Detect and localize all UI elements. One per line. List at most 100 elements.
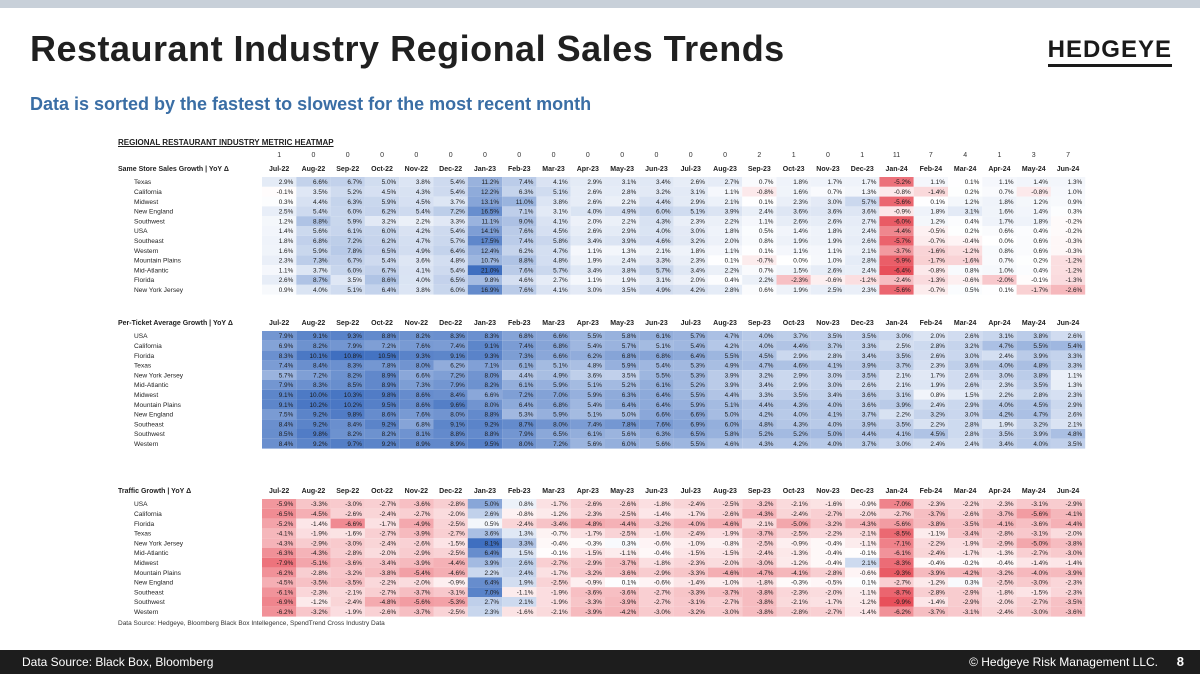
region-label: Midwest (134, 199, 158, 206)
cell-value: 2.8% (725, 287, 740, 294)
cell-value: 2.8% (1033, 392, 1048, 399)
heatmap-cell (262, 409, 297, 420)
cell-value: 8.4% (450, 392, 465, 399)
heatmap-cell (742, 370, 777, 380)
cell-value: 3.4% (587, 238, 602, 245)
heatmap-cell (1016, 577, 1051, 588)
heatmap-cell (673, 508, 708, 519)
cell-value: 5.6% (622, 431, 637, 438)
cell-value: -3.9% (414, 560, 431, 567)
heatmap-cell (879, 340, 914, 351)
cell-value: -1.3% (791, 550, 808, 557)
cell-value: 4.8% (450, 258, 465, 265)
heatmap-cell (948, 597, 983, 607)
heatmap-cell (845, 331, 880, 341)
heatmap-cell (982, 216, 1017, 226)
month-header: May-24 (1022, 320, 1046, 327)
heatmap-cell (364, 557, 400, 568)
cell-value: 4.1% (553, 179, 568, 186)
cell-value: -2.0% (414, 580, 431, 587)
cell-value: 4.1% (553, 218, 568, 225)
heatmap-cell (502, 557, 537, 568)
cell-value: 3.4% (999, 441, 1014, 448)
heatmap-cell (536, 265, 571, 275)
heatmap-cell (742, 265, 777, 275)
heatmap-cell (639, 389, 674, 400)
footer-source: Data Source: Black Box, Bloomberg (22, 655, 214, 669)
heatmap-cell (639, 438, 674, 449)
heatmap-cell (845, 196, 880, 207)
cell-value: 3.1% (690, 189, 705, 196)
heatmap-cell (570, 429, 605, 439)
cell-value: -3.8% (757, 599, 774, 606)
cell-value: 3.3% (862, 343, 877, 350)
heatmap-cell (810, 340, 846, 351)
heatmap-cell (467, 350, 503, 361)
heatmap-cell (639, 265, 674, 275)
heatmap-cell (879, 538, 914, 548)
heatmap-cell (364, 331, 400, 341)
heatmap-cell (982, 429, 1017, 439)
cell-value: 3.3% (519, 540, 534, 547)
heatmap-cell (742, 284, 777, 295)
cell-value: 1.4% (793, 228, 808, 235)
cell-value: 4.6% (725, 441, 740, 448)
month-header: Oct-23 (783, 320, 805, 327)
cell-value: 3.9% (1033, 431, 1048, 438)
cell-value: 6.5% (690, 431, 705, 438)
cell-value: -1.7% (928, 258, 945, 265)
cell-value: -2.2% (379, 580, 396, 587)
heatmap-cell (845, 350, 880, 361)
cell-value: 1.8% (828, 228, 843, 235)
cell-value: 2.4% (930, 441, 945, 448)
heatmap-cell (536, 548, 571, 558)
cell-value: -3.8% (757, 609, 774, 616)
cell-value: -2.7% (379, 501, 396, 508)
cell-value: 21.0% (481, 267, 499, 274)
heatmap-cell (742, 438, 777, 449)
heatmap-cell (982, 419, 1017, 429)
cell-value: -2.8% (448, 501, 465, 508)
heatmap-cell (673, 606, 708, 617)
cell-value: 3.6% (485, 531, 500, 538)
region-label: New England (134, 209, 174, 216)
cell-value: 6.4% (485, 550, 500, 557)
heatmap-cell (399, 265, 434, 275)
heatmap-cell (776, 226, 811, 236)
heatmap-cell (742, 399, 777, 410)
heatmap-cell (948, 245, 983, 256)
heatmap-cell (1050, 340, 1086, 351)
heatmap-cell (948, 265, 983, 275)
heatmap-cell (913, 177, 948, 187)
heatmap-cell (742, 331, 777, 341)
cell-value: -2.7% (1031, 599, 1048, 606)
region-label: Mid-Atlantic (134, 267, 169, 274)
cell-value: 0.7% (759, 267, 774, 274)
heatmap-cell (364, 499, 400, 509)
cell-value: 5.1% (690, 209, 705, 216)
heatmap-cell (570, 528, 605, 539)
heatmap-cell (467, 548, 503, 558)
cell-value: 0.7% (999, 258, 1014, 265)
cell-value: 8.3% (279, 353, 294, 360)
count-label: 0 (449, 152, 453, 159)
heatmap-cell (810, 186, 846, 197)
cell-value: -3.3% (688, 570, 705, 577)
count-label: 1 (860, 152, 864, 159)
heatmap-cell (605, 226, 640, 236)
month-header: Jan-24 (885, 320, 907, 327)
month-header: Sep-22 (336, 488, 359, 495)
heatmap-cell (262, 577, 297, 588)
cell-value: -1.8% (654, 501, 671, 508)
heatmap-cell (262, 419, 297, 429)
heatmap-cell (433, 548, 468, 558)
heatmap-cell (570, 419, 605, 429)
cell-value: 2.7% (485, 599, 500, 606)
heatmap-cell (570, 518, 605, 529)
heatmap-cell (605, 331, 640, 341)
cell-value: 8.1% (416, 431, 431, 438)
cell-value: -0.4% (997, 560, 1014, 567)
region-label: New York Jersey (134, 287, 184, 294)
heatmap-cell (399, 528, 434, 539)
cell-value: 5.3% (690, 363, 705, 370)
